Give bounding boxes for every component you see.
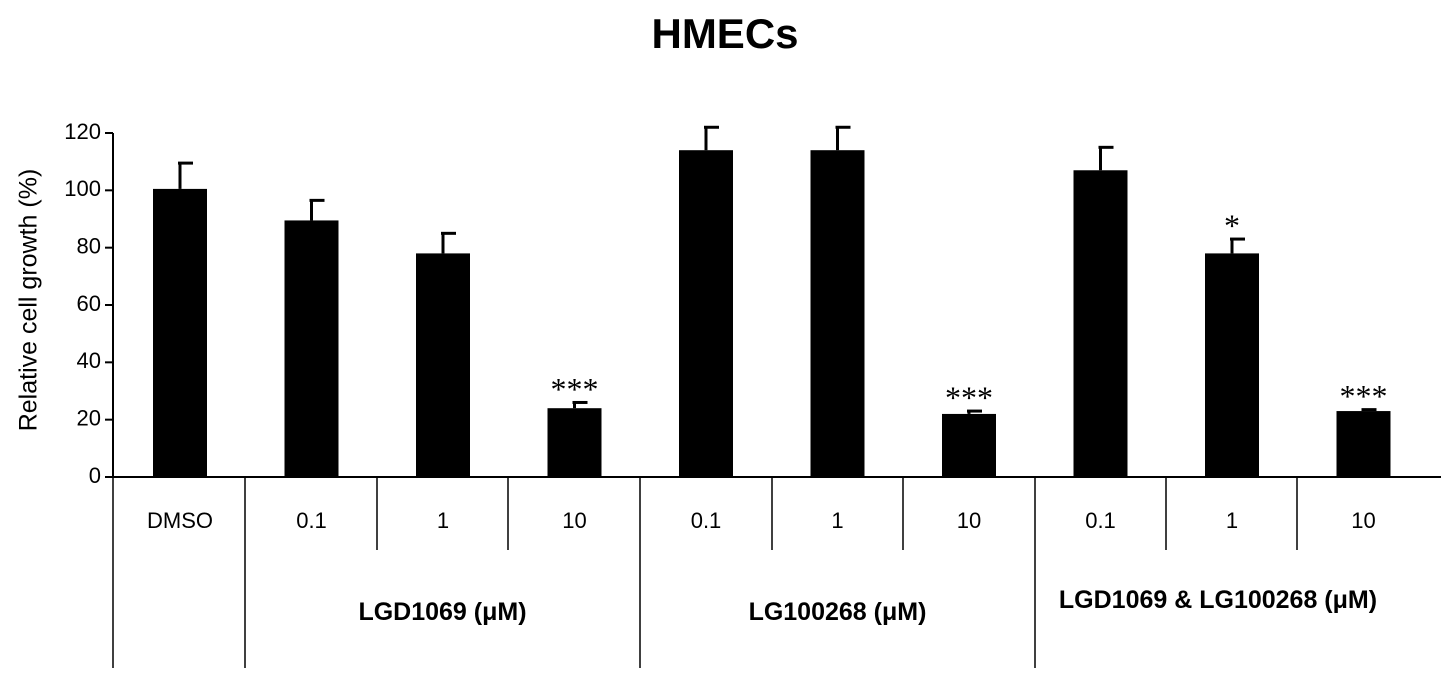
bar xyxy=(1336,411,1391,477)
x-tick-label: 10 xyxy=(957,508,981,533)
significance-label: *** xyxy=(1340,378,1388,414)
y-tick-label: 20 xyxy=(77,405,101,430)
group-label: LGD1069 & LG100268 (μM) xyxy=(1058,586,1378,614)
chart-title: HMECs xyxy=(651,10,798,57)
y-tick-label: 80 xyxy=(77,233,101,258)
y-tick-label: 100 xyxy=(64,176,101,201)
x-tick-label: 10 xyxy=(1351,508,1375,533)
y-tick-label: 40 xyxy=(77,348,101,373)
y-axis-label: Relative cell growth (%) xyxy=(15,169,43,432)
y-tick-label: 60 xyxy=(77,291,101,316)
bar xyxy=(416,253,470,477)
x-tick-label: 0.1 xyxy=(296,508,327,533)
significance-label: *** xyxy=(551,371,599,407)
x-tick-label: DMSO xyxy=(147,508,213,533)
group-label: LGD1069 (μM) xyxy=(358,598,527,626)
bar xyxy=(547,408,602,477)
bar xyxy=(284,220,339,477)
significance-label: * xyxy=(1224,207,1240,243)
y-tick-label: 0 xyxy=(89,463,101,488)
x-tick-label: 1 xyxy=(437,508,449,533)
bar xyxy=(1073,170,1128,477)
group-label: LG100268 (μM) xyxy=(748,598,927,626)
significance-label: *** xyxy=(945,379,993,415)
x-tick-label: 0.1 xyxy=(1085,508,1116,533)
bar xyxy=(942,413,996,477)
x-tick-label: 0.1 xyxy=(691,508,722,533)
x-tick-label: 10 xyxy=(562,508,586,533)
bar xyxy=(679,150,733,477)
x-tick-label: 1 xyxy=(831,508,843,533)
bar xyxy=(1205,253,1259,477)
bar xyxy=(153,188,207,477)
bar xyxy=(810,150,865,477)
y-tick-label: 120 xyxy=(64,119,101,144)
x-tick-label: 1 xyxy=(1226,508,1238,533)
